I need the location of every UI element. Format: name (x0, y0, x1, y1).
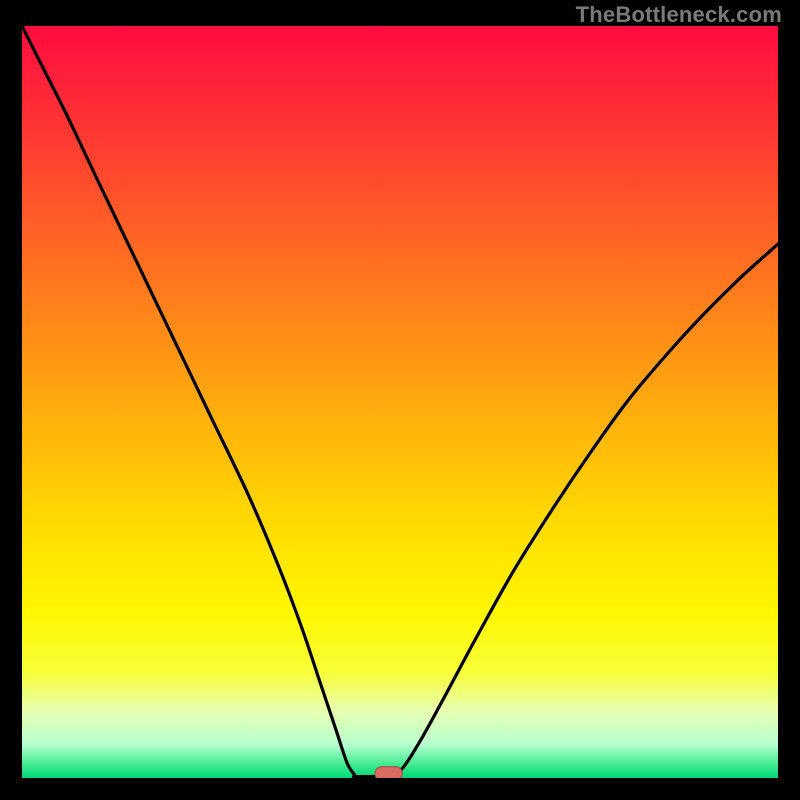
bottleneck-chart (0, 0, 800, 800)
chart-container: TheBottleneck.com (0, 0, 800, 800)
watermark-label: TheBottleneck.com (576, 2, 782, 28)
gradient-background (22, 26, 778, 778)
